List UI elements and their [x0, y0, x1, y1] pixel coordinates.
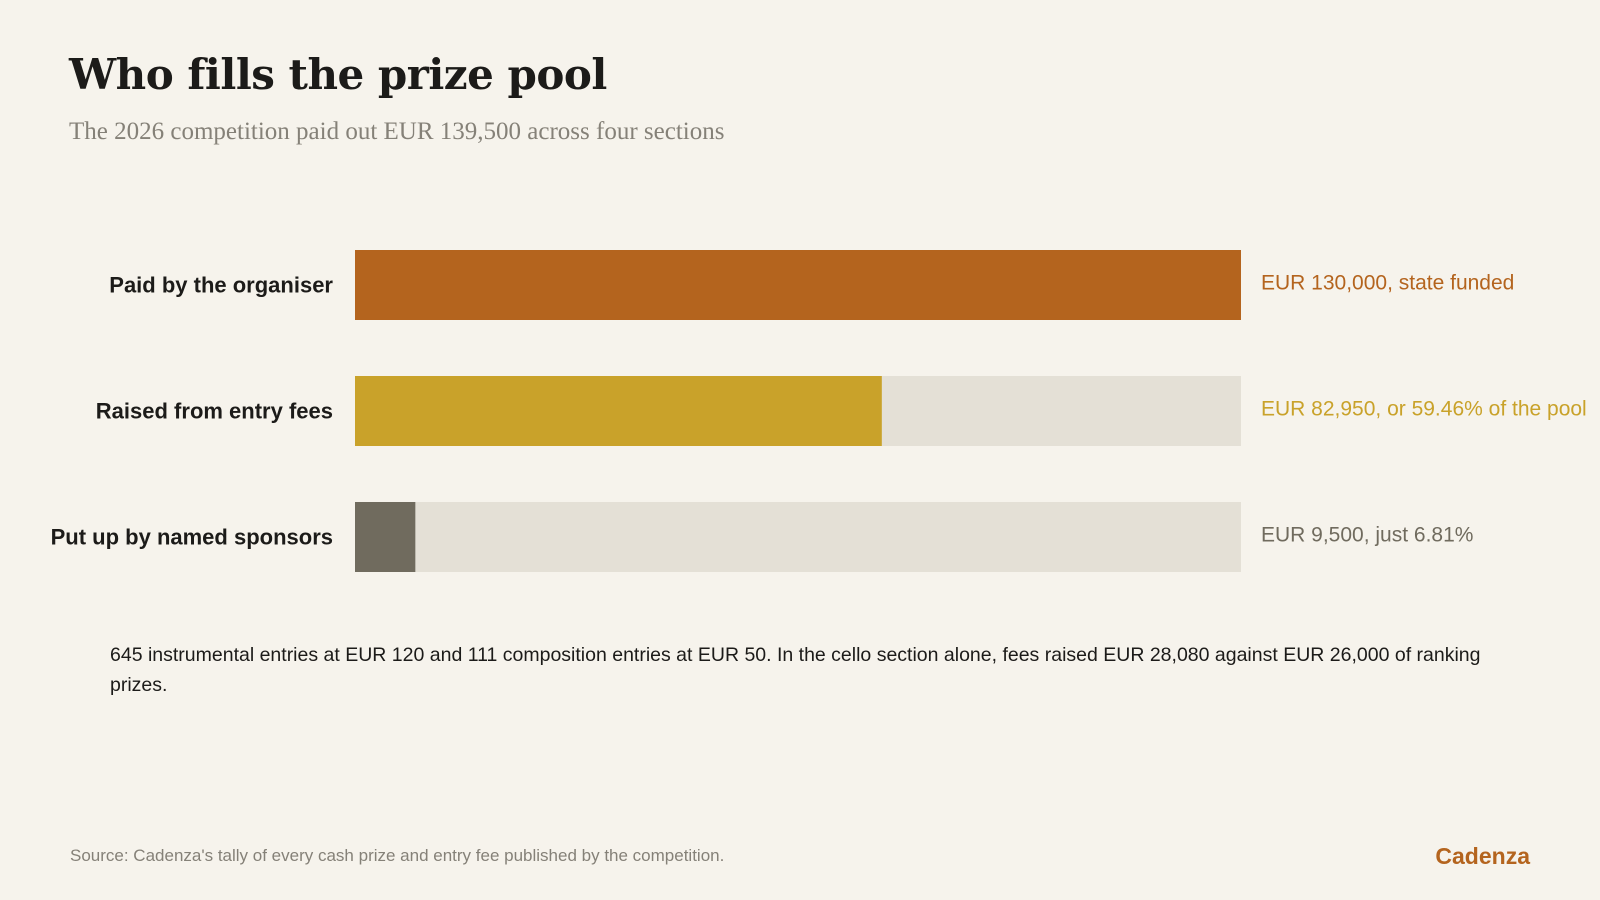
chart-title: Who fills the prize pool [69, 50, 607, 99]
category-label: Paid by the organiser [109, 273, 333, 298]
bar [355, 250, 1241, 320]
data-label: EUR 9,500, just 6.81% [1261, 524, 1473, 547]
bar [355, 502, 416, 572]
brand-logo: Cadenza [1435, 843, 1530, 869]
category-label: Raised from entry fees [96, 399, 333, 424]
chart-note: 645 instrumental entries at EUR 120 and … [110, 644, 1481, 696]
source-note: Source: Cadenza's tally of every cash pr… [70, 846, 725, 865]
category-label: Put up by named sponsors [51, 525, 333, 550]
bar-chart: Paid by the organiser EUR 130,000, state … [51, 250, 1587, 572]
bar-track [355, 502, 1241, 572]
chart-subtitle: The 2026 competition paid out EUR 139,50… [69, 118, 725, 145]
bar [355, 376, 882, 446]
data-label: EUR 130,000, state funded [1261, 272, 1514, 295]
data-label: EUR 82,950, or 59.46% of the pool [1261, 398, 1587, 421]
